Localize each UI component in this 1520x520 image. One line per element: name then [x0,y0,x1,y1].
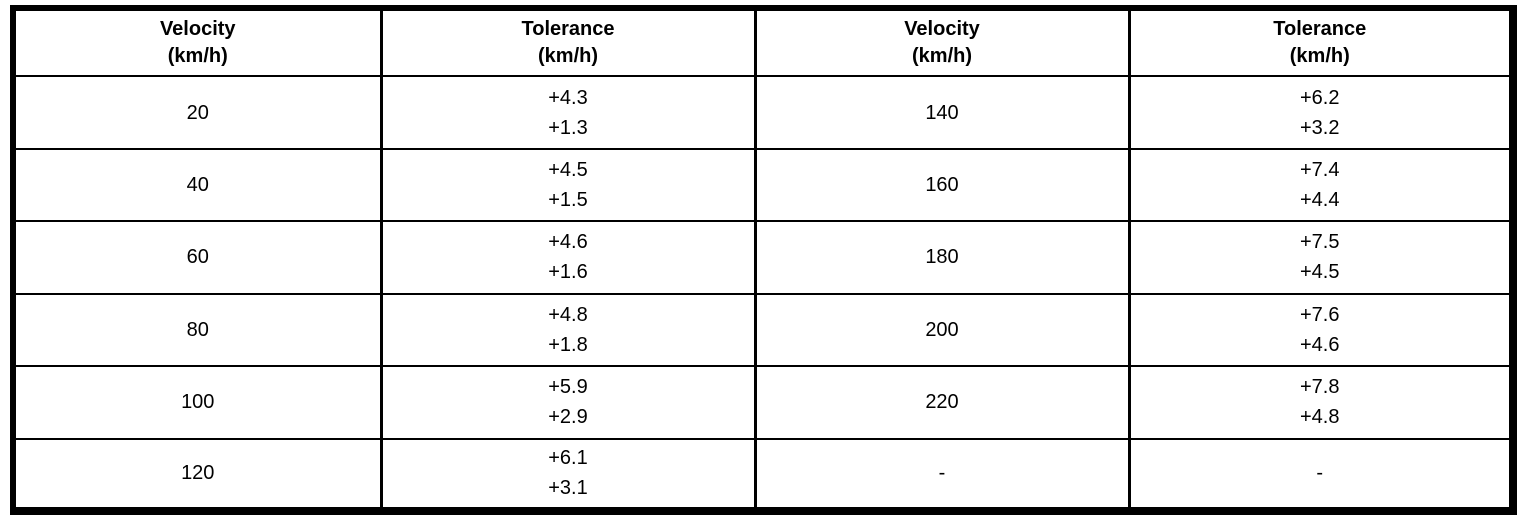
header-unit: (km/h) [912,45,972,68]
header-unit: (km/h) [1289,45,1350,68]
tolerance-cell: +6.1 +3.1 [379,437,757,513]
header-title: Tolerance [521,18,615,41]
velocity-cell: 200 [753,292,1131,368]
velocity-cell: - [753,437,1131,513]
table-row: 20 +4.3 +1.3 140 +6.2 +3.2 [11,75,1515,150]
table-row: 40 +4.5 +1.5 160 +7.4 +4.4 [11,147,1515,223]
tolerance-lower: +1.5 [548,189,588,212]
velocity-cell: 180 [753,220,1131,295]
tolerance-upper: +7.4 [1300,159,1340,182]
tolerance-upper: - [1316,462,1324,485]
velocity-cell: 160 [753,147,1131,223]
tolerance-upper: +6.1 [548,447,588,470]
tolerance-upper: +7.5 [1300,231,1340,254]
tolerance-upper: +4.6 [548,231,588,254]
tolerance-upper: +7.6 [1300,303,1340,326]
tolerance-cell: +4.5 +1.5 [379,147,757,223]
velocity-cell: 20 [11,75,383,150]
tolerance-lower: +4.6 [1300,333,1340,356]
velocity-cell: 140 [753,75,1131,150]
tolerance-lower: +3.2 [1300,116,1340,139]
header-unit: (km/h) [538,45,598,68]
table-row: 80 +4.8 +1.8 200 +7.6 +4.6 [11,292,1515,368]
velocity-cell: 220 [753,365,1131,440]
table-row: 60 +4.6 +1.6 180 +7.5 +4.5 [11,220,1515,295]
tolerance-lower: +4.4 [1300,189,1340,212]
header-row: Velocity (km/h) Tolerance (km/h) Velocit… [11,6,1515,78]
velocity-tolerance-table: Velocity (km/h) Tolerance (km/h) Velocit… [10,5,1517,515]
velocity-cell: 40 [11,147,383,223]
tolerance-upper: +7.8 [1300,376,1340,399]
tolerance-upper: +5.9 [548,376,588,399]
tolerance-cell: +7.4 +4.4 [1127,147,1515,223]
tolerance-cell: +7.8 +4.8 [1127,365,1515,440]
header-title: Velocity [159,18,236,41]
tolerance-cell: +4.6 +1.6 [379,220,757,295]
header-title: Velocity [904,18,980,41]
tolerance-lower: +4.8 [1300,406,1340,429]
header-title: Tolerance [1273,18,1367,41]
header-unit: (km/h) [167,45,228,68]
tolerance-lower: +1.8 [548,333,588,356]
col-header-tolerance-1: Tolerance (km/h) [379,6,757,78]
tolerance-cell: +5.9 +2.9 [379,365,757,440]
velocity-cell: 60 [11,220,383,295]
velocity-cell: 100 [11,365,383,440]
col-header-velocity-2: Velocity (km/h) [753,6,1131,78]
tolerance-cell: - [1127,437,1515,513]
tolerance-cell: +7.5 +4.5 [1127,220,1515,295]
tolerance-lower: +3.1 [548,477,588,500]
tolerance-upper: +4.5 [548,159,588,182]
tolerance-lower: +1.6 [548,261,588,284]
col-header-tolerance-2: Tolerance (km/h) [1127,6,1515,78]
tolerance-lower: +4.5 [1300,261,1340,284]
velocity-cell: 80 [11,292,383,368]
tolerance-cell: +4.8 +1.8 [379,292,757,368]
tolerance-upper: +4.8 [548,303,588,326]
tolerance-lower: +1.3 [548,116,588,139]
tolerance-cell: +7.6 +4.6 [1127,292,1515,368]
tolerance-cell: +6.2 +3.2 [1127,75,1515,150]
tolerance-cell: +4.3 +1.3 [379,75,757,150]
tolerance-upper: +6.2 [1300,86,1340,109]
table-row: 100 +5.9 +2.9 220 +7.8 +4.8 [11,365,1515,440]
tolerance-lower: +2.9 [548,406,588,429]
col-header-velocity-1: Velocity (km/h) [11,6,383,78]
tolerance-upper: +4.3 [548,86,588,109]
table-row: 120 +6.1 +3.1 - - [11,437,1515,513]
velocity-cell: 120 [11,437,383,513]
